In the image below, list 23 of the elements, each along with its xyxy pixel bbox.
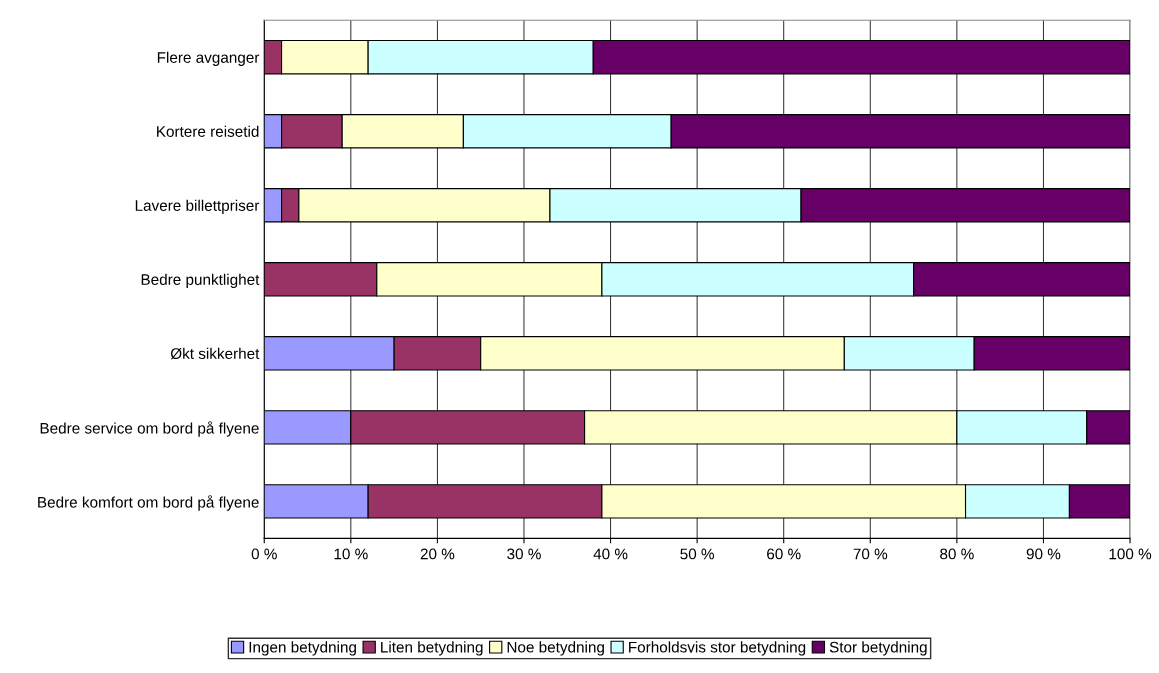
x-tick-label: 90 %: [1026, 548, 1061, 560]
x-tick-label: 40 %: [593, 548, 628, 560]
x-tick-label: 50 %: [680, 548, 715, 560]
x-tick-label: 80 %: [940, 548, 974, 560]
y-tick-label: Lavere billettpriser: [135, 199, 260, 214]
x-tick-label: 10 %: [334, 548, 368, 560]
legend-label: Liten betydning: [381, 641, 483, 656]
y-tick-label: Flere avganger: [157, 51, 260, 66]
x-tick-label: 60 %: [767, 548, 801, 560]
x-tick-label: 20 %: [420, 548, 455, 560]
y-tick-label: Bedre punktlighet: [141, 273, 260, 288]
y-tick-label: Kortere reisetid: [157, 125, 259, 137]
legend-label: Noe betydning: [507, 641, 604, 656]
y-tick-label: Bedre service om bord på flyene: [40, 421, 259, 437]
x-tick-label: 30 %: [507, 548, 541, 560]
y-tick-label: Bedre komfort om bord på flyene: [38, 495, 259, 511]
x-tick-label: 0 %: [251, 548, 277, 560]
legend-label: Stor betydning: [829, 641, 927, 656]
x-tick-label: 100 %: [1109, 548, 1152, 560]
legend-label: Ingen betydning: [249, 641, 356, 656]
y-tick-label: Økt sikkerhet: [170, 347, 260, 360]
legend-label: Forholdsvis stor betydning: [629, 641, 806, 656]
x-tick-label: 70 %: [853, 548, 888, 560]
